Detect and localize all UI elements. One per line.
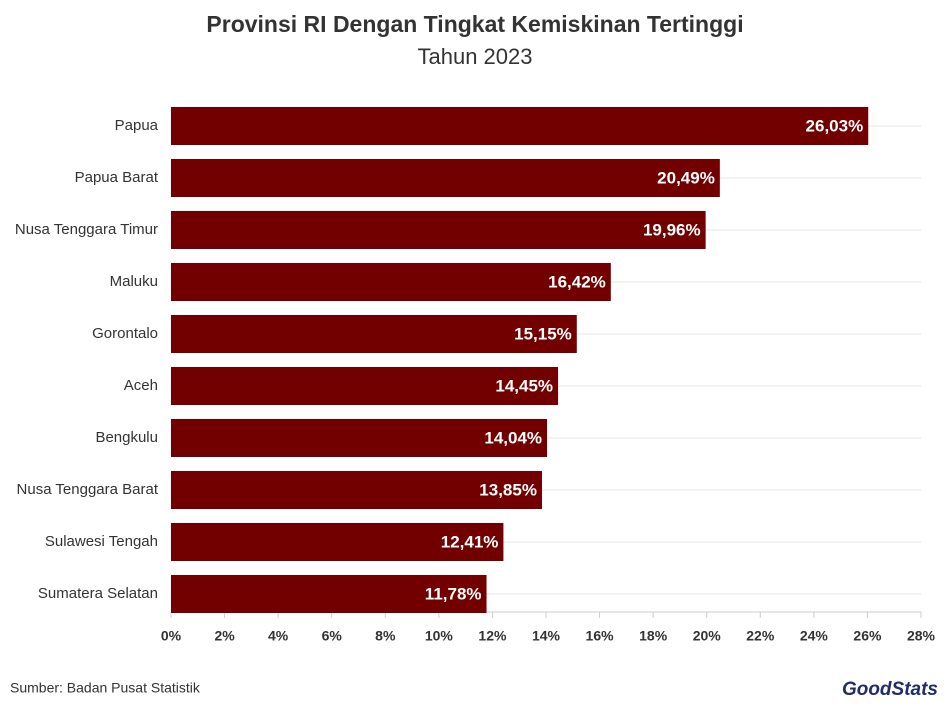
y-tick-label: Gorontalo <box>92 325 158 342</box>
bar <box>171 575 487 613</box>
x-tick-label: 6% <box>322 628 343 644</box>
value-label: 20,49% <box>657 168 715 187</box>
x-tick-label: 24% <box>800 628 829 644</box>
y-tick-label: Sulawesi Tengah <box>45 533 158 550</box>
bar <box>171 263 611 301</box>
x-tick-label: 20% <box>693 628 722 644</box>
y-tick-label: Papua <box>115 117 159 134</box>
value-label: 11,78% <box>425 584 482 603</box>
value-label: 14,04% <box>484 428 542 447</box>
value-label: 26,03% <box>806 116 864 135</box>
bar <box>171 159 720 197</box>
x-tick-label: 10% <box>425 628 454 644</box>
y-tick-label: Papua Barat <box>75 169 159 186</box>
source: Sumber: Badan Pusat Statistik <box>10 680 201 696</box>
x-tick-label: 14% <box>532 628 561 644</box>
value-label: 16,42% <box>548 272 606 291</box>
logo: GoodStats <box>842 679 938 700</box>
x-tick-label: 2% <box>214 628 235 644</box>
x-tick-label: 4% <box>268 628 289 644</box>
y-tick-label: Bengkulu <box>95 429 158 446</box>
x-tick-label: 12% <box>478 628 507 644</box>
y-tick-label: Maluku <box>110 273 158 290</box>
bar <box>171 315 577 353</box>
x-tick-label: 8% <box>375 628 396 644</box>
x-tick-label: 22% <box>746 628 775 644</box>
y-tick-label: Sumatera Selatan <box>38 585 158 602</box>
chart-title: Provinsi RI Dengan Tingkat Kemiskinan Te… <box>206 11 743 37</box>
value-label: 13,85% <box>479 480 537 499</box>
y-tick-label: Nusa Tenggara Barat <box>17 481 159 498</box>
x-tick-label: 26% <box>853 628 882 644</box>
x-tick-label: 0% <box>161 628 182 644</box>
bar <box>171 107 869 145</box>
bar <box>171 367 559 405</box>
y-tick-label: Aceh <box>124 377 158 394</box>
value-label: 12,41% <box>441 532 499 551</box>
bar <box>171 211 706 249</box>
bar <box>171 523 504 561</box>
bar <box>171 471 542 509</box>
bar <box>171 419 548 457</box>
value-label: 15,15% <box>514 324 572 343</box>
x-tick-label: 28% <box>907 628 936 644</box>
value-label: 19,96% <box>643 220 701 239</box>
value-label: 14,45% <box>495 376 553 395</box>
x-tick-label: 16% <box>586 628 615 644</box>
x-tick-label: 18% <box>639 628 668 644</box>
y-tick-label: Nusa Tenggara Timur <box>15 221 158 238</box>
chart-subtitle: Tahun 2023 <box>418 44 533 69</box>
